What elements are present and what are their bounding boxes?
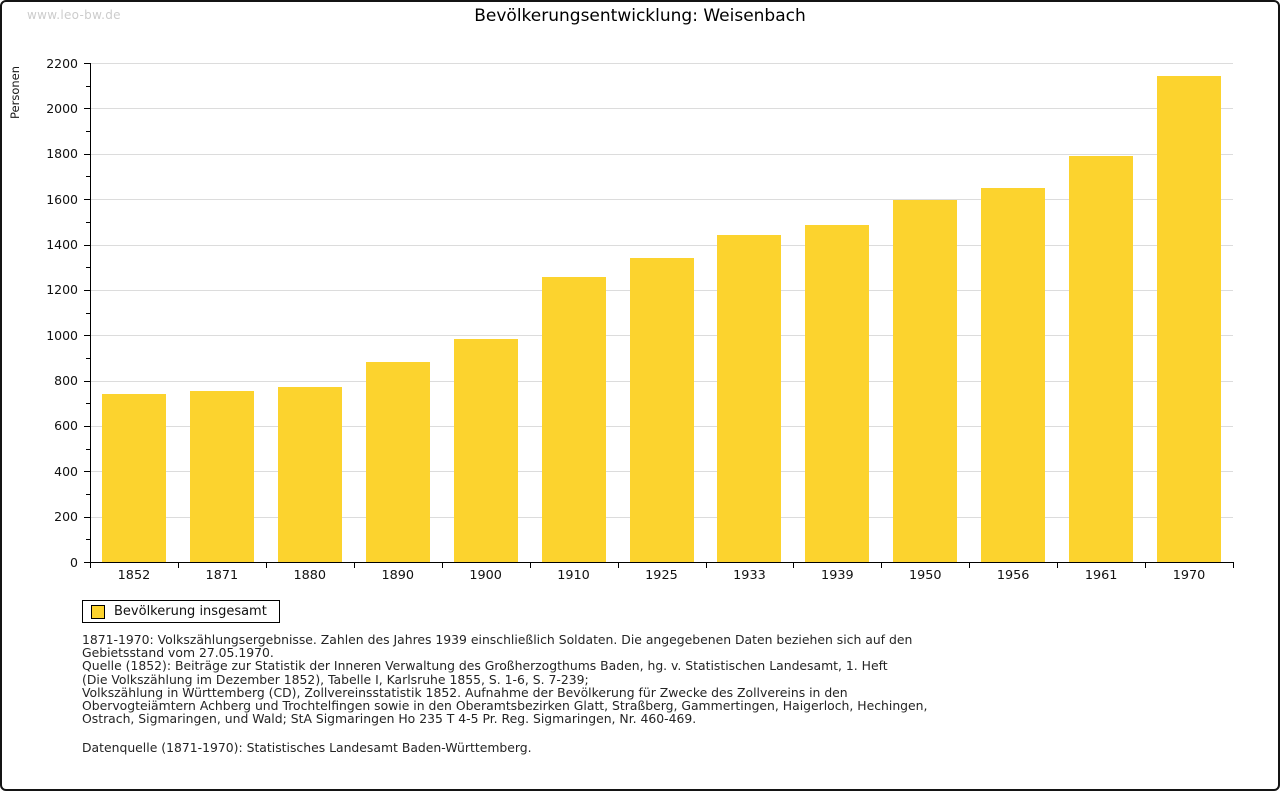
y-axis-major-tick	[84, 63, 90, 64]
y-axis-tick-label: 0	[70, 554, 78, 570]
y-axis-tick-label: 1800	[46, 146, 78, 162]
x-axis-tick-label: 1933	[733, 568, 766, 583]
y-axis-tick-label: 1600	[46, 191, 78, 207]
watermark: www.leo-bw.de	[27, 8, 121, 22]
note-line: Volkszählung in Württemberg (CD), Zollve…	[82, 684, 848, 700]
page-title: Bevölkerungsentwicklung: Weisenbach	[474, 6, 806, 26]
x-axis-tick	[177, 562, 179, 568]
bar-1950	[893, 199, 958, 562]
x-axis-tick-label: 1950	[908, 568, 942, 583]
y-axis-tick-label: 2000	[46, 100, 78, 116]
note-line: 1871-1970: Volkszählungsergebnisse. Zahl…	[82, 632, 913, 647]
bar-1890	[365, 362, 430, 562]
y-axis-tick-label: 200	[54, 509, 78, 525]
gridline	[90, 199, 1233, 201]
y-axis-minor-tick	[86, 131, 90, 132]
y-axis-major-tick	[84, 562, 90, 563]
x-axis-tick	[1233, 562, 1234, 568]
y-axis-minor-tick	[86, 403, 90, 405]
y-axis-minor-tick	[86, 539, 90, 541]
bar-1880	[277, 387, 342, 563]
y-axis-tick-label: 600	[54, 418, 78, 434]
y-axis-major-tick	[84, 516, 90, 518]
x-axis-tick-label: 1900	[469, 568, 502, 583]
source-notes: 1871-1970: Volkszählungsergebnisse. Zahl…	[82, 632, 928, 727]
x-axis-tick	[353, 562, 355, 568]
legend-label: Bevölkerung insgesamt	[114, 604, 267, 619]
bar-1956	[981, 187, 1046, 563]
datasource-note: Datenquelle (1871-1970): Statistisches L…	[82, 740, 532, 755]
x-axis-tick-label: 1880	[293, 568, 327, 583]
x-axis-tick	[793, 562, 795, 568]
x-axis-tick	[617, 562, 619, 568]
gridline	[90, 108, 1233, 110]
note-line: (Die Volkszählung im Dezember 1852), Tab…	[82, 671, 589, 687]
y-axis-minor-tick	[86, 221, 90, 223]
x-axis-tick	[529, 562, 531, 568]
y-axis-minor-tick	[86, 448, 90, 450]
y-axis-tick-label: 1200	[46, 282, 78, 298]
note-line: Obervogteiämtern Achberg und Trochtelfin…	[82, 698, 928, 714]
x-axis-tick-label: 1961	[1084, 568, 1118, 583]
y-axis-tick-label: 2200	[46, 55, 78, 71]
legend: Bevölkerung insgesamt	[82, 600, 280, 623]
bar-1939	[805, 224, 870, 562]
gridline	[90, 153, 1233, 155]
y-axis-major-tick	[84, 335, 90, 337]
y-axis-minor-tick	[86, 267, 90, 269]
y-axis-major-tick	[84, 199, 90, 201]
x-axis-tick	[441, 562, 443, 568]
note-line: Gebietsstand vom 27.05.1970.	[82, 645, 274, 661]
y-axis-minor-tick	[86, 85, 90, 87]
x-axis-tick-label: 1956	[996, 568, 1030, 583]
bar-1852	[102, 394, 166, 562]
y-axis-minor-tick	[86, 494, 90, 495]
bar-1900	[453, 338, 518, 562]
bar-1961	[1069, 156, 1134, 562]
y-axis-major-tick	[84, 425, 90, 427]
x-axis-tick	[969, 562, 971, 568]
y-axis-minor-tick	[86, 357, 90, 359]
x-axis-tick	[1057, 562, 1059, 568]
y-axis-minor-tick	[86, 176, 90, 178]
x-axis-tick-label: 1939	[821, 568, 854, 583]
x-axis-line	[90, 562, 1234, 563]
y-axis-major-tick	[84, 244, 90, 246]
y-axis-tick-label: 400	[54, 463, 78, 479]
legend-swatch-icon	[91, 604, 105, 619]
y-axis-major-tick	[84, 471, 90, 473]
note-line: Quelle (1852): Beiträge zur Statistik de…	[82, 658, 888, 674]
y-axis-minor-tick	[86, 312, 90, 314]
x-axis-tick-label: 1970	[1172, 568, 1206, 583]
y-axis-tick-label: 1000	[46, 327, 78, 343]
x-axis-tick-label: 1871	[205, 568, 239, 583]
x-axis-tick	[881, 562, 883, 568]
x-axis-tick	[705, 562, 707, 568]
y-axis-line	[90, 63, 91, 563]
x-axis-tick-label: 1925	[645, 568, 678, 583]
y-axis-major-tick	[84, 289, 90, 291]
gridline	[90, 244, 1233, 246]
x-axis-tick	[90, 562, 91, 568]
note-line: Ostrach, Sigmaringen, und Wald; StA Sigm…	[82, 711, 697, 727]
y-axis-major-tick	[84, 380, 90, 382]
bar-1933	[717, 235, 782, 562]
x-axis-tick-label: 1852	[117, 568, 151, 583]
x-axis-tick	[1145, 562, 1147, 568]
y-axis-major-tick	[84, 153, 90, 155]
gridline	[90, 63, 1233, 64]
x-axis-tick-label: 1910	[557, 568, 590, 583]
bar-1925	[629, 258, 694, 562]
y-axis-tick-label: 800	[54, 373, 78, 388]
y-axis-tick-label: 1400	[46, 237, 78, 252]
bar-1871	[189, 391, 254, 562]
bar-1970	[1157, 75, 1221, 562]
y-axis-major-tick	[84, 108, 90, 110]
x-axis-tick-label: 1890	[381, 568, 415, 583]
bar-1910	[541, 276, 606, 562]
x-axis-tick	[265, 562, 267, 568]
